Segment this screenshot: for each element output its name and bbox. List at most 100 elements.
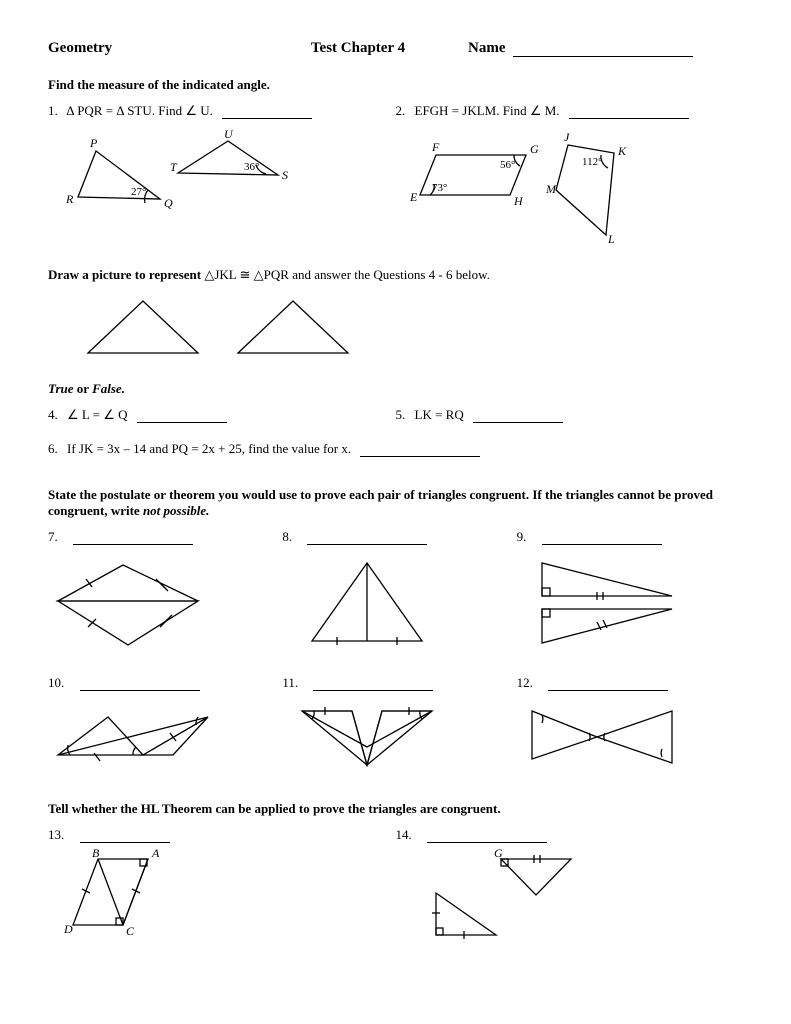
tf-or: or (77, 381, 92, 396)
tf-true: True (48, 381, 74, 396)
q1-blank[interactable] (222, 108, 312, 119)
lbl-F: F (431, 140, 440, 154)
q9-num: 9. (517, 529, 527, 544)
lbl-Q: Q (164, 196, 173, 210)
q12-num: 12. (517, 675, 533, 690)
header-subject: Geometry (48, 40, 248, 57)
figures-1-2: P R Q T U S 27° 36° (48, 127, 743, 247)
q5: 5. LK = RQ (396, 407, 744, 423)
fig7 (48, 551, 274, 651)
q4-num: 4. (48, 407, 58, 422)
q9-blank[interactable] (542, 534, 662, 545)
q7-blank[interactable] (73, 534, 193, 545)
q6-num: 6. (48, 441, 58, 456)
lbl-L: L (607, 232, 615, 246)
q12-blank[interactable] (548, 680, 668, 691)
row-7-9: 7. 8. 9. (48, 529, 743, 545)
s3-line2a: congruent, write (48, 503, 143, 518)
q2: 2. EFGH = JKLM. Find ∠ M. (396, 103, 744, 119)
figs-10-12 (48, 697, 743, 777)
q10-blank[interactable] (80, 680, 200, 691)
q14-blank[interactable] (427, 832, 547, 843)
s2-prefix: Draw a picture to represent (48, 267, 204, 282)
s2-cong: △JKL ≅ △PQR (204, 267, 289, 282)
fig10 (48, 697, 274, 777)
q11: 11. (282, 675, 508, 691)
section4: Tell whether the HL Theorem can be appli… (48, 801, 743, 817)
q12: 12. (517, 675, 743, 691)
tf-title: True or False. (48, 381, 743, 397)
q1-text: Δ PQR = Δ STU. Find ∠ U. (66, 103, 213, 118)
q8-blank[interactable] (307, 534, 427, 545)
q11-num: 11. (282, 675, 298, 690)
lbl-G: G (530, 142, 539, 156)
q14-num: 14. (396, 827, 412, 842)
lbl-T: T (170, 160, 178, 174)
q4-blank[interactable] (137, 412, 227, 423)
lbl-U: U (224, 127, 234, 141)
row-13-14: 13. B A D C (48, 827, 743, 947)
figs-7-9 (48, 551, 743, 651)
fig13: B A D C (48, 847, 228, 937)
q1-q2-row: 1. Δ PQR = Δ STU. Find ∠ U. 2. EFGH = JK… (48, 103, 743, 119)
ang-112: 112° (582, 156, 603, 168)
row-10-12: 10. 11. 12. (48, 675, 743, 691)
lbl-K: K (617, 144, 627, 158)
fig14-svg: G R (396, 847, 596, 947)
q8-num: 8. (282, 529, 292, 544)
q5-text: LK = RQ (415, 407, 464, 422)
ang-73: 73° (432, 182, 447, 194)
section2: Draw a picture to represent △JKL ≅ △PQR … (48, 267, 743, 283)
figure-2: F G E H J K M L 73° 56° 112° (396, 127, 744, 247)
lbl-B: B (92, 847, 100, 860)
section3: State the postulate or theorem you would… (48, 487, 743, 519)
q8: 8. (282, 529, 508, 545)
header-title: Test Chapter 4 (248, 40, 468, 57)
q1-num: 1. (48, 103, 58, 118)
fig8 (282, 551, 508, 651)
ang-27: 27° (131, 186, 146, 198)
q10: 10. (48, 675, 274, 691)
ang-56: 56° (500, 159, 515, 171)
q14: 14. G R (396, 827, 744, 947)
lbl-H: H (513, 194, 524, 208)
s2-suffix: and answer the Questions 4 - 6 below. (292, 267, 490, 282)
figure-1: P R Q T U S 27° 36° (48, 127, 396, 247)
page-header: Geometry Test Chapter 4 Name (48, 40, 743, 57)
name-label: Name (468, 40, 506, 56)
q11-blank[interactable] (313, 680, 433, 691)
lbl-J: J (564, 130, 570, 144)
lbl-E: E (409, 190, 418, 204)
q13-num: 13. (48, 827, 64, 842)
lbl-D: D (63, 922, 73, 936)
fig11 (282, 697, 508, 777)
triangles-pqr-stu: P R Q T U S 27° 36° (48, 127, 308, 237)
fig9 (517, 551, 743, 651)
q9: 9. (517, 529, 743, 545)
q2-num: 2. (396, 103, 406, 118)
ang-36: 36° (244, 161, 259, 173)
name-blank[interactable] (513, 56, 693, 57)
q2-blank[interactable] (569, 108, 689, 119)
lbl-M: M (545, 182, 557, 196)
lbl-C: C (126, 924, 135, 937)
q7: 7. (48, 529, 274, 545)
lbl-G: G (494, 847, 503, 860)
q2-text: EFGH = JKLM. Find ∠ M. (415, 103, 560, 118)
tf-false: False. (92, 381, 125, 396)
q5-blank[interactable] (473, 412, 563, 423)
q6-text: If JK = 3x – 14 and PQ = 2x + 25, find t… (67, 441, 351, 456)
q13-blank[interactable] (80, 832, 170, 843)
blank-triangles (78, 293, 743, 363)
lbl-S: S (282, 168, 288, 182)
q5-num: 5. (396, 407, 406, 422)
q10-num: 10. (48, 675, 64, 690)
two-blank-triangles (78, 293, 398, 363)
q6-blank[interactable] (360, 446, 480, 457)
q4: 4. ∠ L = ∠ Q (48, 407, 396, 423)
section1-title: Find the measure of the indicated angle. (48, 77, 743, 93)
lbl-R: R (65, 192, 74, 206)
s3-line2b: not possible. (143, 503, 209, 518)
q7-num: 7. (48, 529, 58, 544)
fig12 (517, 697, 743, 777)
